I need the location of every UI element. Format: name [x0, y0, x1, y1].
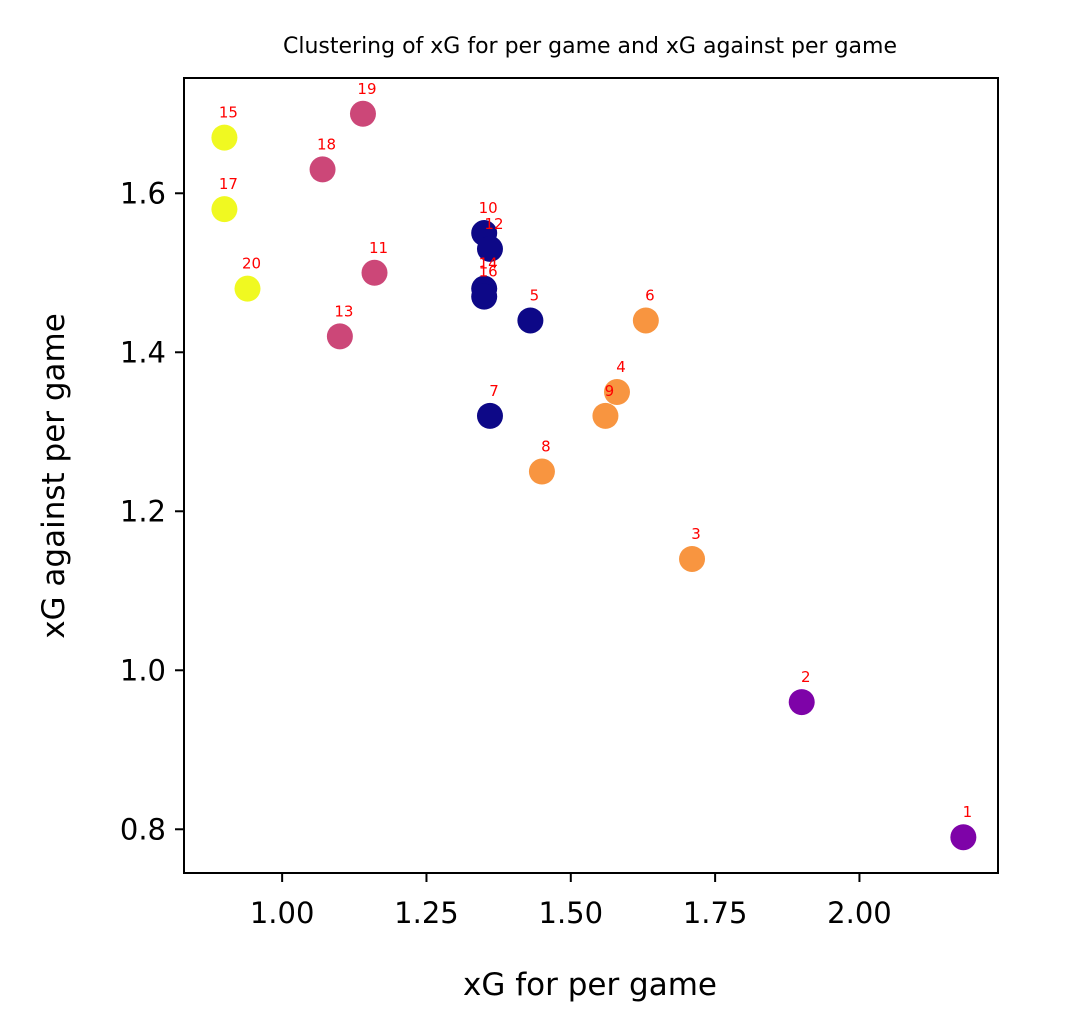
point-label: 17 — [219, 175, 238, 193]
point-label: 15 — [219, 104, 238, 122]
scatter-point — [211, 125, 237, 151]
scatter-point — [517, 307, 543, 333]
x-tick-label: 1.75 — [683, 896, 748, 930]
point-label: 20 — [242, 255, 261, 273]
y-tick-label: 1.6 — [120, 176, 166, 210]
x-tick-label: 1.25 — [394, 896, 459, 930]
point-label: 1 — [963, 803, 973, 821]
point-label: 6 — [645, 286, 655, 304]
point-label: 8 — [541, 438, 551, 456]
chart-title: Clustering of xG for per game and xG aga… — [283, 34, 897, 59]
y-tick-label: 1.2 — [120, 494, 166, 528]
scatter-point — [633, 307, 659, 333]
scatter-point — [235, 276, 261, 302]
scatter-point — [529, 459, 555, 485]
x-tick-label: 1.50 — [539, 896, 604, 930]
y-axis-label: xG against per game — [36, 313, 72, 639]
point-label: 4 — [616, 358, 626, 376]
x-axis-label: xG for per game — [463, 967, 717, 1003]
scatter-point — [592, 403, 618, 429]
point-label: 7 — [489, 382, 499, 400]
point-label: 11 — [369, 239, 388, 257]
x-tick-label: 1.00 — [250, 896, 315, 930]
scatter-point — [362, 260, 388, 286]
point-label: 9 — [605, 382, 615, 400]
scatter-point — [477, 403, 503, 429]
point-label: 5 — [530, 286, 540, 304]
point-label: 12 — [484, 215, 503, 233]
y-tick-label: 0.8 — [120, 812, 166, 846]
scatter-point — [471, 284, 497, 310]
scatter-point — [211, 196, 237, 222]
x-tick-label: 2.00 — [827, 896, 892, 930]
scatter-point — [679, 546, 705, 572]
scatter-point — [310, 156, 336, 182]
y-tick-label: 1.4 — [120, 335, 166, 369]
scatter-point — [950, 824, 976, 850]
point-label: 3 — [691, 525, 701, 543]
point-label: 16 — [479, 263, 498, 281]
y-tick-label: 1.0 — [120, 653, 166, 687]
point-label: 18 — [317, 135, 336, 153]
point-label: 19 — [357, 80, 376, 98]
scatter-point — [789, 689, 815, 715]
scatter-point — [350, 101, 376, 127]
scatter-point — [327, 323, 353, 349]
point-label: 13 — [334, 302, 353, 320]
point-label: 2 — [801, 668, 811, 686]
